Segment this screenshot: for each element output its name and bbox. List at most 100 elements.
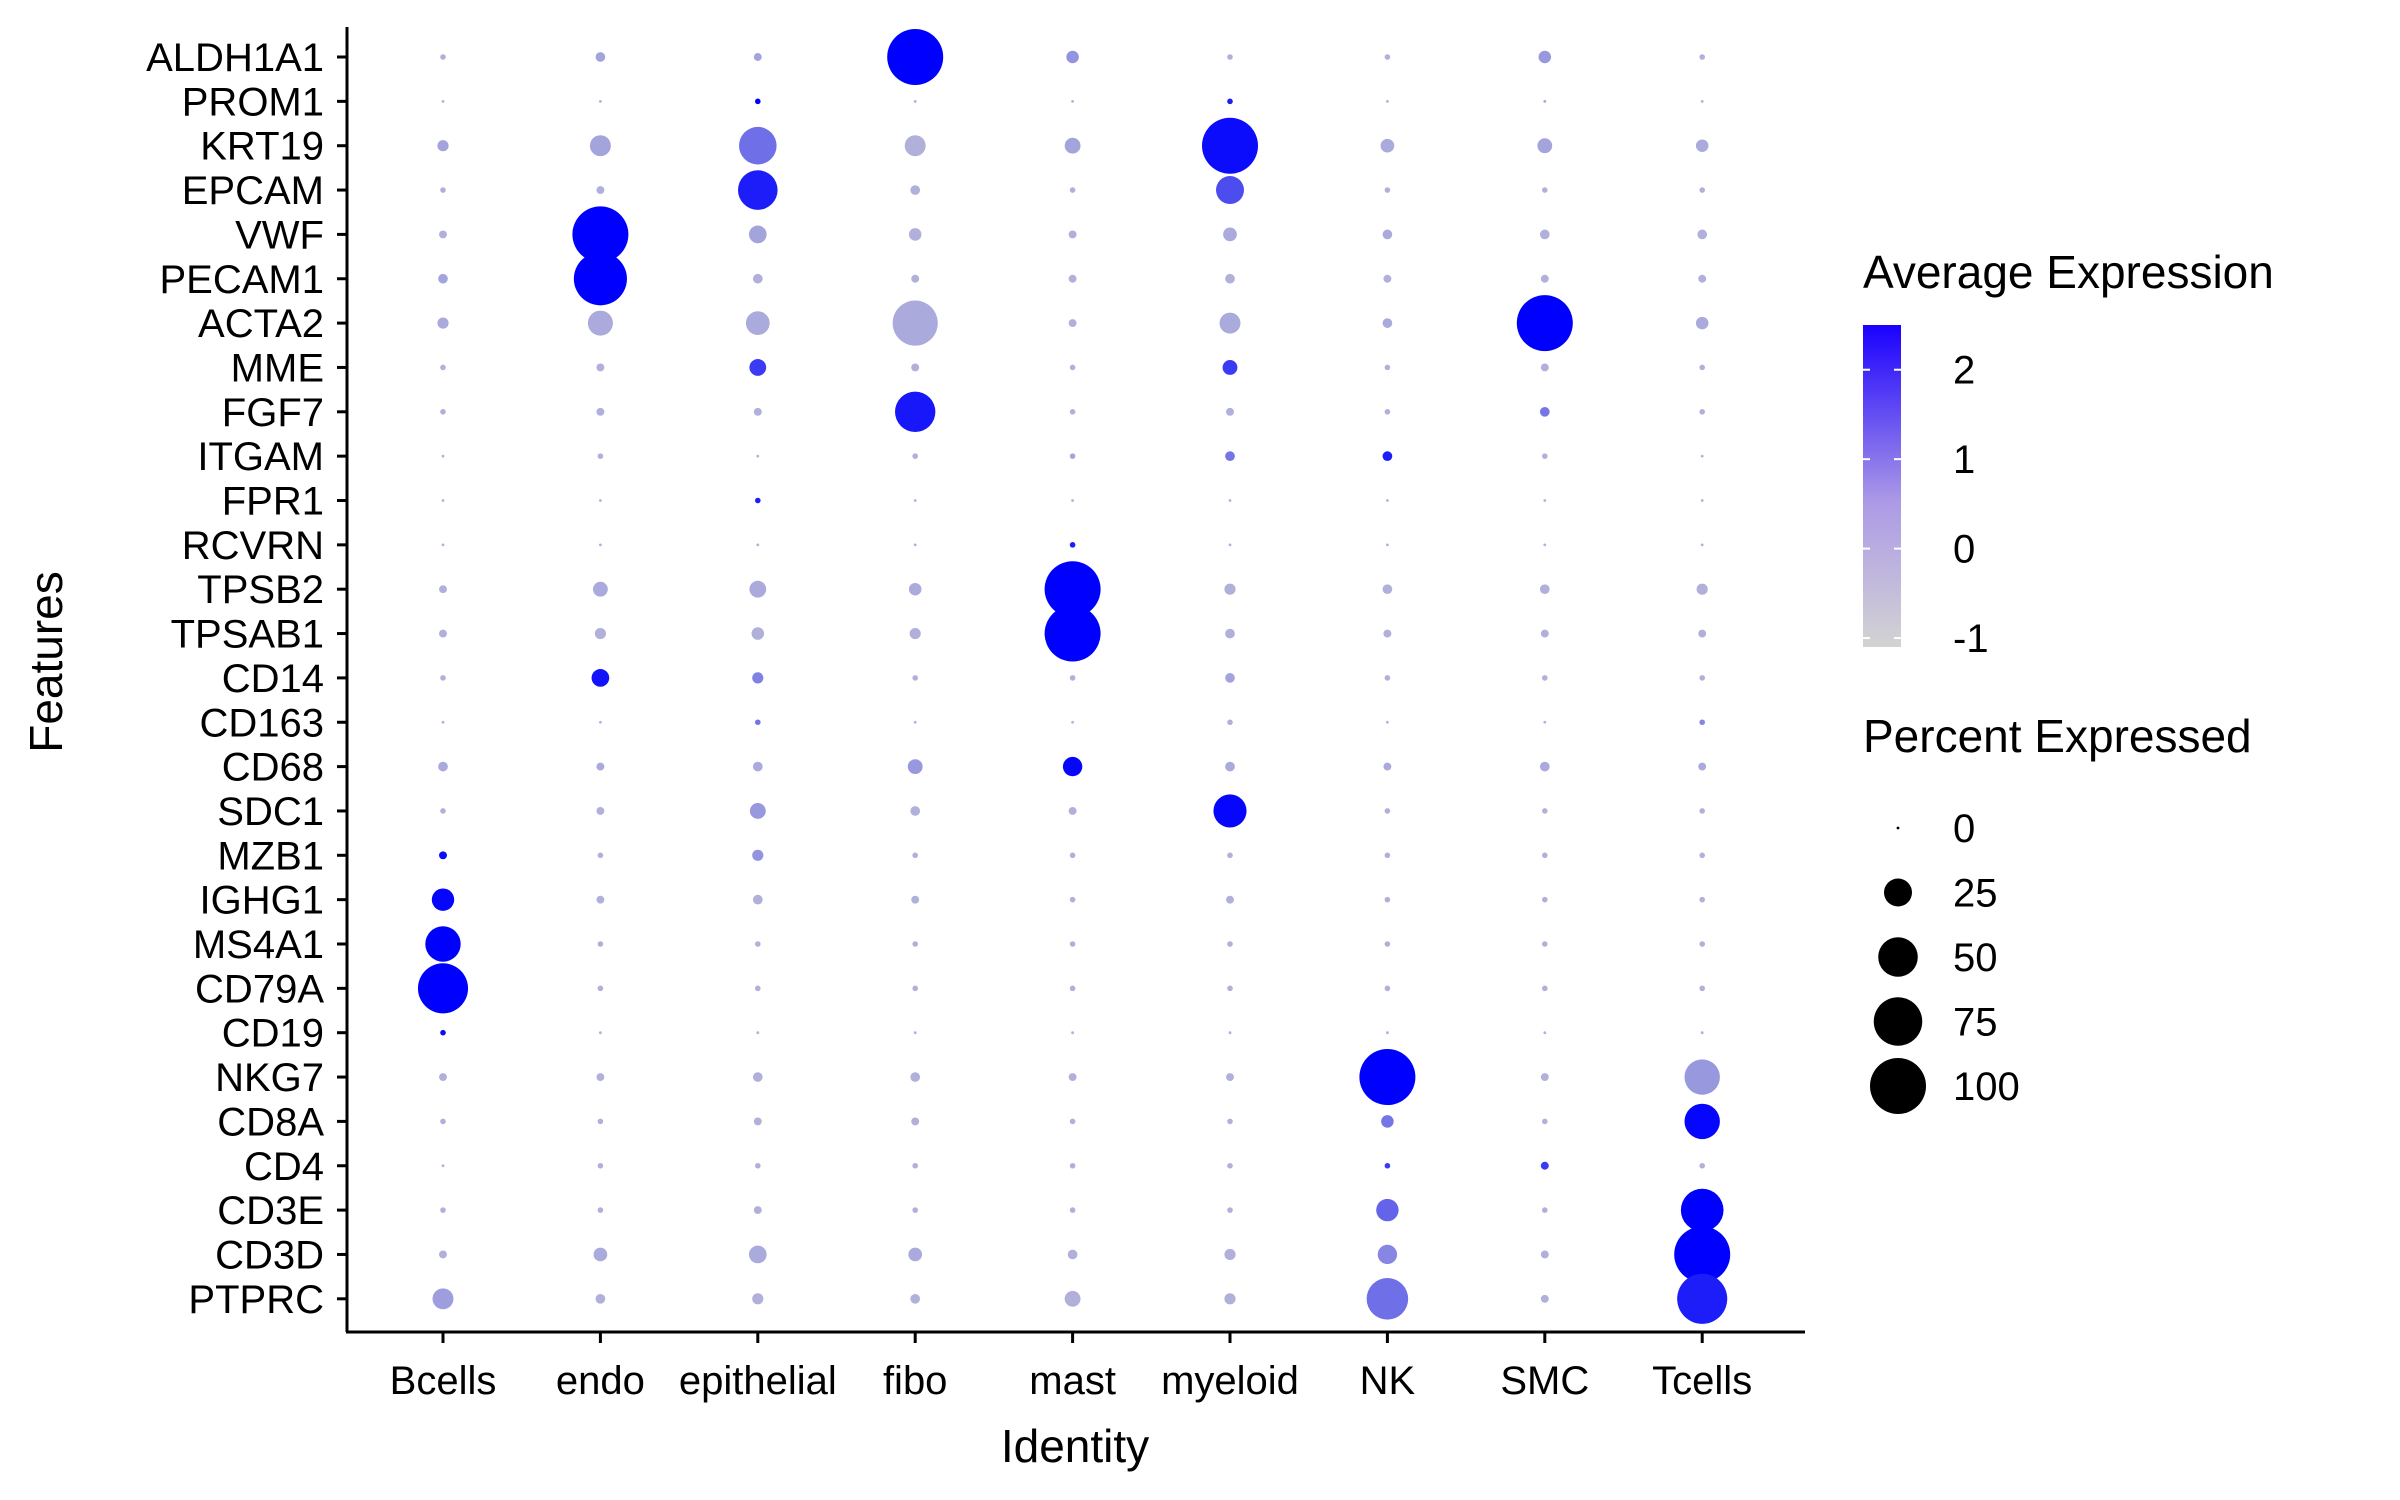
dot-point <box>1696 583 1708 595</box>
dot-point <box>441 543 445 547</box>
dot-point <box>1699 808 1705 814</box>
dot-point <box>597 1118 604 1125</box>
dot-point <box>1698 629 1707 638</box>
dot-point <box>440 409 446 415</box>
dot-point <box>1376 1198 1399 1222</box>
y-tick-label: MS4A1 <box>193 923 324 967</box>
y-tick-label: KRT19 <box>200 125 324 169</box>
dot-point <box>1226 1073 1234 1082</box>
dot-point <box>913 543 917 547</box>
dot-point <box>1700 499 1704 502</box>
dot-point <box>439 629 447 638</box>
dot-point <box>1224 583 1236 595</box>
dot-point <box>1228 1031 1232 1035</box>
dot-point <box>907 759 923 775</box>
dot-point <box>755 985 761 992</box>
dot-point <box>755 1162 761 1169</box>
dot-point <box>572 206 629 263</box>
dot-point <box>1543 720 1547 724</box>
dot-point <box>1540 1073 1549 1082</box>
dot-point <box>753 407 762 416</box>
dot-point <box>1216 176 1244 205</box>
legend-color-tick-label: 0 <box>1953 528 1975 572</box>
dot-point <box>438 761 448 772</box>
legend-size-dot <box>1896 826 1900 830</box>
dot-point <box>1542 941 1548 947</box>
dot-point <box>599 99 602 103</box>
plot-area: ALDH1A1PROM1KRT19EPCAMVWFPECAM1ACTA2MMEF… <box>146 27 1805 1403</box>
dot-point <box>910 1293 921 1304</box>
dot-point <box>1226 895 1234 904</box>
dot-point <box>748 225 767 244</box>
dot-point <box>1228 499 1232 502</box>
dot-point <box>1542 675 1548 681</box>
y-tick-label: CD14 <box>222 657 324 701</box>
dot-point <box>596 806 605 815</box>
dot-point <box>892 300 938 346</box>
dot-point <box>1227 985 1233 992</box>
dot-point <box>1225 273 1235 284</box>
dot-point <box>752 894 763 905</box>
dot-point <box>1071 1031 1074 1035</box>
points-layer <box>417 29 1731 1324</box>
dot-point <box>911 363 920 372</box>
x-tick-label: myeloid <box>1161 1359 1299 1403</box>
dot-point <box>1384 675 1391 681</box>
dot-point <box>755 98 761 105</box>
dot-point <box>745 311 770 335</box>
dot-point <box>912 852 918 859</box>
dot-point <box>1539 229 1550 240</box>
legend-average-expression-title: Average Expression <box>1863 246 2274 298</box>
dot-point <box>1698 274 1707 283</box>
dot-point <box>599 499 602 502</box>
dot-point <box>1386 543 1389 547</box>
dot-point <box>1695 316 1709 330</box>
y-tick-label: CD68 <box>222 746 324 790</box>
dot-point <box>913 499 917 502</box>
dot-point <box>440 364 446 371</box>
dot-point <box>439 585 447 594</box>
dot-point <box>1225 628 1235 639</box>
dot-point <box>1384 54 1391 60</box>
dot-point <box>749 359 767 376</box>
y-tick-label: CD4 <box>244 1145 324 1189</box>
dot-point <box>912 985 918 992</box>
dot-point <box>749 580 767 598</box>
y-tick-label: PTPRC <box>188 1278 324 1322</box>
y-tick-label: ITGAM <box>197 435 324 479</box>
dot-point <box>1067 1249 1078 1260</box>
dot-point <box>1071 499 1074 502</box>
legend-size-dot <box>1870 1058 1926 1114</box>
dot-point <box>1542 187 1548 193</box>
dot-point <box>912 941 918 947</box>
dot-point <box>597 852 604 859</box>
dot-point <box>1699 985 1705 992</box>
dot-point <box>1068 274 1077 283</box>
y-tick-label: SDC1 <box>217 790 324 834</box>
dot-point <box>751 627 765 640</box>
dot-point <box>1069 1162 1076 1169</box>
dot-point <box>908 228 922 241</box>
dot-point <box>908 582 922 596</box>
dot-point <box>1202 117 1258 174</box>
legend-color-tick-label: 1 <box>1953 438 1975 482</box>
dot-point <box>755 719 761 726</box>
dot-point <box>738 170 778 210</box>
dot-point <box>911 895 920 904</box>
dot-point <box>910 1072 921 1082</box>
dot-point <box>1382 318 1393 328</box>
y-tick-label: MZB1 <box>217 834 324 878</box>
x-tick-label: fibo <box>883 1359 948 1403</box>
dot-point <box>1069 1207 1076 1213</box>
dot-point <box>753 1206 762 1215</box>
x-tick-label: Tcells <box>1652 1359 1752 1403</box>
dot-point <box>1386 1031 1389 1035</box>
dot-point <box>1699 675 1705 681</box>
y-tick-label: CD8A <box>217 1100 324 1144</box>
y-tick-label: EPCAM <box>182 169 324 213</box>
dot-point <box>753 53 762 61</box>
dot-point <box>1213 794 1247 828</box>
dot-point <box>1674 1226 1731 1283</box>
dot-point <box>912 675 918 681</box>
